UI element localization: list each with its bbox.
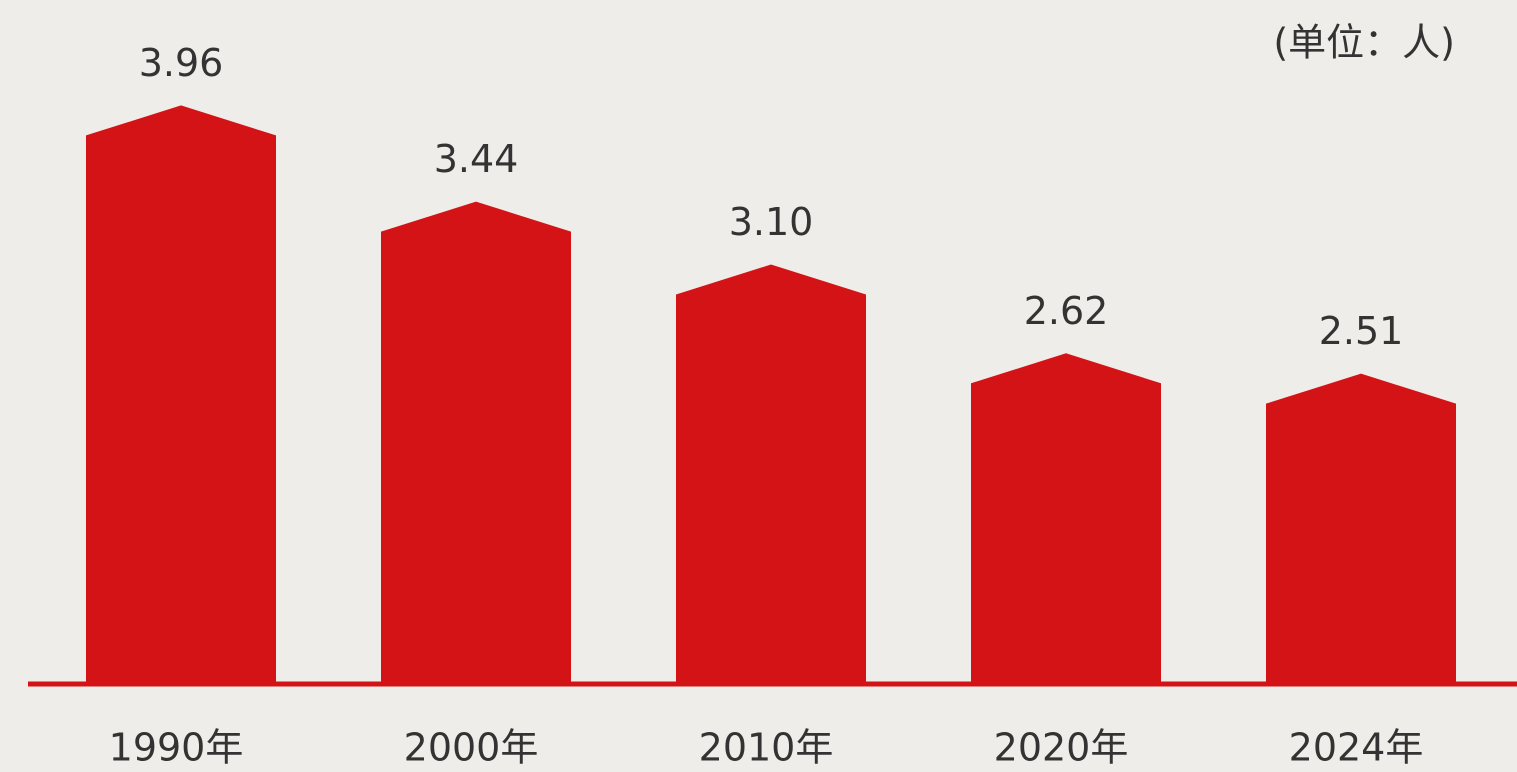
bar [676, 264, 866, 683]
x-tick-label: 2020年 [994, 726, 1129, 770]
bar [381, 201, 571, 683]
value-label: 3.44 [434, 137, 519, 181]
bar [86, 105, 276, 683]
value-label: 2.51 [1319, 309, 1404, 353]
x-tick-label: 2024年 [1289, 726, 1424, 770]
bar [1266, 373, 1456, 683]
unit-note: (单位：人) [1273, 21, 1455, 65]
x-tick-label: 2000年 [404, 726, 539, 770]
bar [971, 353, 1161, 683]
value-label: 2.62 [1024, 289, 1109, 333]
value-label: 3.96 [139, 41, 224, 85]
x-tick-label: 2010年 [699, 726, 834, 770]
value-label: 3.10 [729, 200, 814, 244]
x-tick-label: 1990年 [109, 726, 244, 770]
